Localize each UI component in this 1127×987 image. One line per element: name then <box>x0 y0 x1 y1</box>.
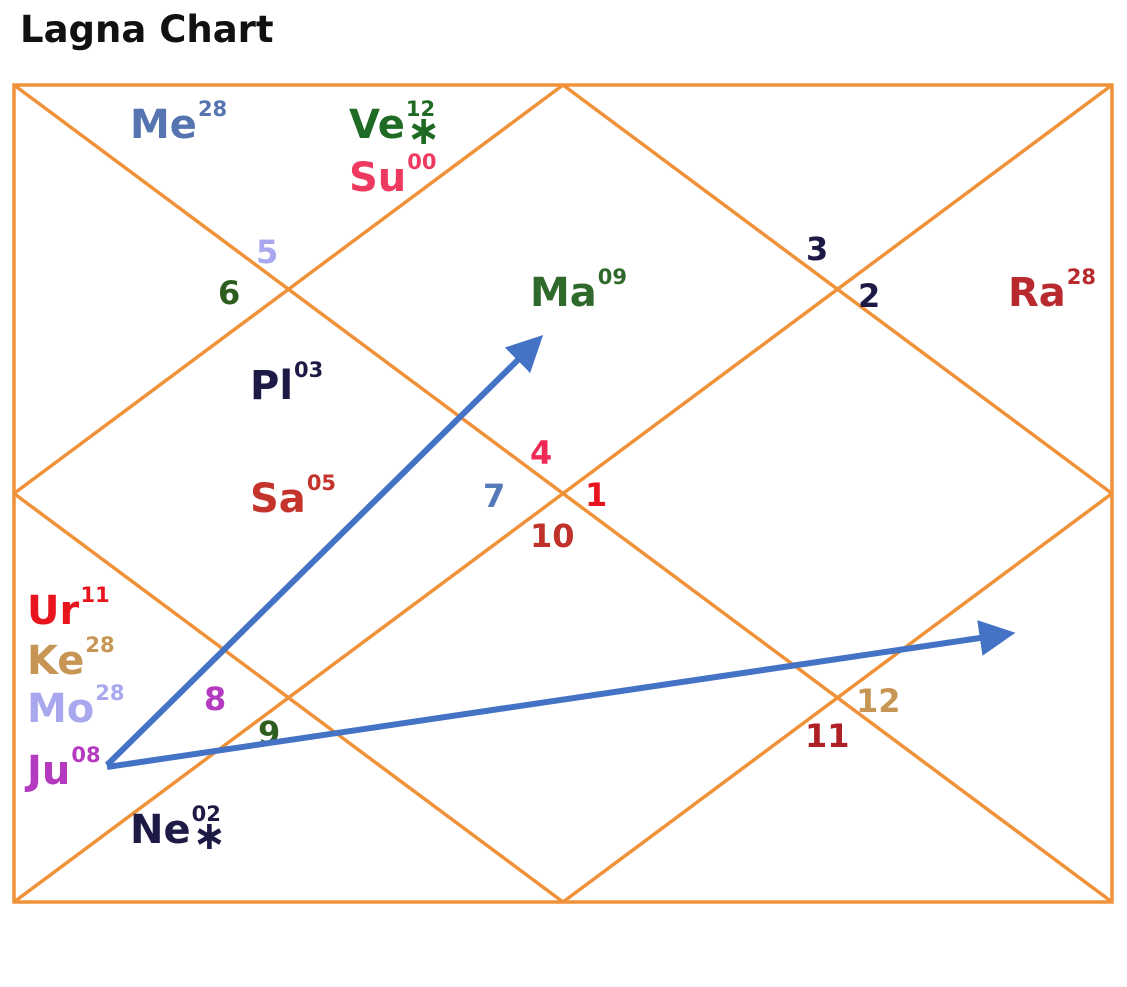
arrow-to-ma <box>104 335 544 768</box>
planet-degree-me: 28 <box>198 97 227 121</box>
planet-ke: Ke 28 <box>27 633 115 684</box>
planet-degree-ve: 12 <box>406 97 435 121</box>
planet-label-pl: Pl <box>250 363 293 409</box>
planet-label-ne: Ne <box>130 807 191 853</box>
planet-label-ju: Ju <box>24 748 70 794</box>
planet-sa: Sa 05 <box>250 471 336 522</box>
chart-grid <box>12 83 1114 904</box>
planet-ne: Ne 02∗ <box>130 802 226 859</box>
planet-su: Su 00 <box>349 150 437 201</box>
planet-ma: Ma 09 <box>530 265 627 316</box>
arrow-to-right <box>106 620 1016 770</box>
planet-mark-ve: ∗ <box>407 108 441 154</box>
house-number-7: 7 <box>483 477 505 515</box>
planet-ur: Ur 11 <box>27 583 110 634</box>
planet-degree-ke: 28 <box>85 633 114 657</box>
planet-degree-ma: 09 <box>598 265 627 289</box>
planet-label-ve: Ve <box>349 102 405 148</box>
planet-degree-ne: 02 <box>192 802 221 826</box>
planet-degree-ju: 08 <box>71 743 100 767</box>
planet-label-su: Su <box>349 155 406 201</box>
planet-label-sa: Sa <box>250 476 306 522</box>
house-number-10: 10 <box>530 517 575 555</box>
planet-degree-su: 00 <box>407 150 436 174</box>
diamond-top-left-edge <box>12 83 565 495</box>
diamond-top-right-edge <box>561 83 1114 495</box>
house-number-4: 4 <box>530 434 552 472</box>
diamond-bottom-left-edge <box>12 492 565 904</box>
planet-pl: Pl 03 <box>250 358 323 409</box>
annotation-arrows <box>104 335 1016 770</box>
house-number-8: 8 <box>204 680 226 718</box>
planet-label-ma: Ma <box>530 270 597 316</box>
diamond-bottom-right-edge <box>561 492 1114 904</box>
planet-label-ra: Ra <box>1008 270 1066 316</box>
house-number-12: 12 <box>856 682 901 720</box>
planet-degree-ur: 11 <box>80 583 109 607</box>
planet-degree-ra: 28 <box>1067 265 1096 289</box>
diagonal-anti <box>12 83 1114 904</box>
house-number-6: 6 <box>218 274 240 312</box>
planet-ve: Ve 12∗ <box>349 97 440 154</box>
planet-label-ke: Ke <box>27 638 84 684</box>
chart-title: Lagna Chart <box>20 8 274 51</box>
house-number-5: 5 <box>256 233 278 271</box>
planet-label-ur: Ur <box>27 588 79 634</box>
planet-degree-mo: 28 <box>95 681 124 705</box>
planet-mark-ne: ∗ <box>193 813 227 859</box>
planet-label-mo: Mo <box>27 686 94 732</box>
house-number-11: 11 <box>805 717 850 755</box>
planet-degree-pl: 03 <box>294 358 323 382</box>
planet-degree-sa: 05 <box>307 471 336 495</box>
house-number-3: 3 <box>806 230 828 268</box>
planet-me: Me 28 <box>130 97 227 148</box>
planet-ra: Ra 28 <box>1008 265 1096 316</box>
house-number-2: 2 <box>858 277 880 315</box>
planet-label-me: Me <box>130 102 197 148</box>
house-number-1: 1 <box>585 476 607 514</box>
planet-mo: Mo 28 <box>27 681 125 732</box>
planet-ju: Ju 08 <box>24 743 101 794</box>
